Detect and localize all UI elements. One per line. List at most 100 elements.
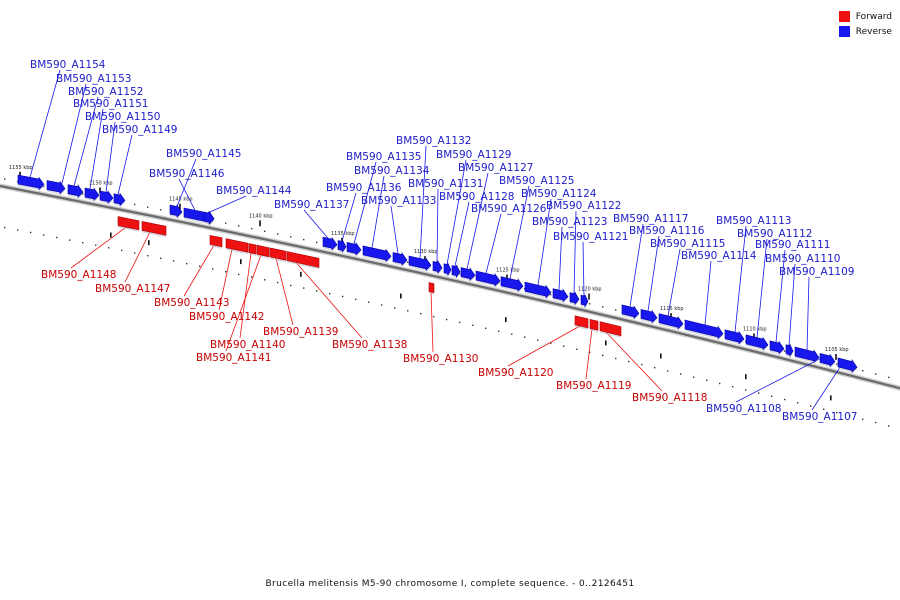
legend-label-forward: Forward	[855, 11, 892, 22]
gene-arrow-bm590-a1137[interactable]	[322, 236, 338, 251]
leader-bm590-a1124	[537, 198, 552, 286]
gene-arrow-bm590-a1140[interactable]	[248, 243, 257, 255]
gene-arrow-bm590-a1143[interactable]	[209, 235, 223, 248]
gene-label-bm590-a1115: BM590_A1115	[650, 238, 725, 250]
gene-arrow-bm590-a1110[interactable]	[785, 344, 794, 358]
kbp-label: 1125 kbp	[496, 268, 520, 274]
kbp-label: 1145 kbp	[169, 197, 193, 203]
leader-bm590-a1136	[341, 192, 357, 242]
leader-bm590-a1140	[239, 252, 252, 339]
gene-arrow-bm590-a1132[interactable]	[408, 255, 432, 272]
gene-arrow-bm590-a1128[interactable]	[451, 264, 461, 279]
guide-tick	[745, 374, 747, 380]
leader-bm590-a1109	[806, 276, 810, 351]
gene-arrow-bm590-a1121[interactable]	[580, 294, 589, 308]
gene-arrow-bm590-a1120[interactable]	[574, 315, 589, 329]
legend-label-reverse: Reverse	[855, 26, 892, 37]
gene-arrow-bm590-a1126[interactable]	[475, 270, 501, 287]
gene-arrow-bm590-a1113[interactable]	[724, 329, 745, 345]
gene-arrow-bm590-a1145[interactable]	[169, 204, 183, 218]
gene-arrow-bm590-a1109[interactable]	[794, 346, 820, 363]
kbp-label: 1155 kbp	[9, 165, 33, 171]
gene-arrow-bm590-a1150[interactable]	[99, 190, 114, 204]
leader-bm590-a1148	[70, 226, 127, 269]
kbp-label: 1140 kbp	[249, 213, 273, 219]
gene-arrow-bm590-a1144[interactable]	[203, 210, 215, 225]
gene-arrow-bm590-a1123[interactable]	[552, 288, 569, 303]
leader-bm590-a1150	[105, 121, 116, 193]
leader-bm590-a1125	[509, 185, 530, 279]
gene-arrow-bm590-a1115[interactable]	[658, 313, 684, 330]
gene-arrow-bm590-a1117[interactable]	[621, 304, 640, 320]
gene-arrow-bm590-a1129[interactable]	[443, 263, 452, 277]
gene-arrow-bm590-a1118[interactable]	[599, 321, 622, 337]
kbp-tick	[670, 313, 672, 320]
gene-arrow-bm590-a1139[interactable]	[269, 247, 287, 261]
gene-label-bm590-a1136: BM590_A1136	[326, 182, 402, 194]
gene-arrow-bm590-a1151[interactable]	[84, 187, 100, 202]
gene-arrow-bm590-a1133[interactable]	[392, 252, 408, 266]
gene-label-bm590-a1141: BM590_A1141	[196, 352, 271, 364]
leader-bm590-a1123	[558, 226, 563, 291]
gene-label-bm590-a1124: BM590_A1124	[521, 188, 597, 200]
gene-label-bm590-a1120: BM590_A1120	[478, 367, 553, 379]
leader-bm590-a1139	[275, 258, 294, 326]
leader-bm590-a1147	[124, 231, 151, 283]
gene-arrow-bm590-a1114[interactable]	[684, 319, 724, 340]
gene-arrow-bm590-a1135[interactable]	[346, 241, 362, 256]
gene-label-bm590-a1113: BM590_A1113	[716, 215, 791, 227]
leader-bm590-a1144	[207, 195, 247, 214]
gene-arrow-bm590-a1152[interactable]	[67, 184, 84, 198]
gene-label-bm590-a1152: BM590_A1152	[68, 86, 143, 98]
guide-tick	[300, 271, 302, 277]
gene-label-bm590-a1110: BM590_A1110	[765, 253, 840, 265]
gene-label-bm590-a1123: BM590_A1123	[532, 216, 607, 228]
leader-bm590-a1130	[430, 291, 434, 353]
gene-arrow-bm590-a1136[interactable]	[337, 239, 347, 253]
gene-arrow-bm590-a1148[interactable]	[117, 216, 140, 231]
gene-arrow-bm590-a1147[interactable]	[141, 221, 167, 236]
gene-arrow-bm590-a1131[interactable]	[432, 259, 443, 274]
gene-arrow-bm590-a1142[interactable]	[225, 238, 249, 253]
kbp-tick	[424, 256, 426, 263]
kbp-tick	[99, 187, 101, 194]
gene-arrow-bm590-a1141[interactable]	[256, 244, 270, 258]
gene-arrow-bm590-a1112[interactable]	[745, 334, 769, 351]
gene-arrow-bm590-a1111[interactable]	[769, 340, 785, 355]
gene-arrow-bm590-a1122[interactable]	[569, 291, 580, 306]
gene-label-bm590-a1127: BM590_A1127	[458, 162, 533, 174]
gene-arrow-bm590-a1107[interactable]	[837, 357, 858, 373]
gene-label-bm590-a1108: BM590_A1108	[706, 403, 781, 415]
gene-arrow-bm590-a1134[interactable]	[362, 245, 392, 263]
gene-label-bm590-a1135: BM590_A1135	[346, 151, 421, 163]
gene-arrow-bm590-a1154[interactable]	[17, 174, 45, 191]
kbp-label: 1130 kbp	[414, 249, 438, 255]
gene-arrow-bm590-a1125[interactable]	[500, 276, 524, 292]
guide-tick	[110, 232, 112, 238]
gene-arrow-bm590-a1130[interactable]	[428, 282, 435, 293]
gene-label-bm590-a1134: BM590_A1134	[354, 165, 430, 177]
gene-arrow-bm590-a1149[interactable]	[113, 192, 126, 207]
gene-arrow-bm590-a1108[interactable]	[819, 353, 836, 368]
gene-label-bm590-a1130: BM590_A1130	[403, 353, 478, 365]
leader-bm590-a1108	[735, 354, 828, 403]
kbp-tick	[506, 274, 508, 281]
guide-tick	[830, 395, 832, 401]
gene-label-bm590-a1128: BM590_A1128	[439, 191, 514, 203]
gene-arrow-bm590-a1124[interactable]	[524, 281, 552, 299]
gene-arrow-bm590-a1119[interactable]	[589, 319, 599, 331]
gene-arrow-bm590-a1127[interactable]	[460, 267, 476, 281]
gene-arrow-bm590-a1116[interactable]	[640, 309, 658, 324]
label-leader-lines	[29, 69, 846, 411]
gene-arrow-bm590-a1153[interactable]	[46, 180, 66, 195]
gene-arrow-bm590-a1138[interactable]	[286, 251, 320, 268]
leader-bm590-a1154	[29, 69, 61, 178]
leader-bm590-a1143	[183, 244, 215, 297]
leader-bm590-a1114	[704, 260, 712, 325]
backbone-line	[0, 184, 900, 390]
kbp-label: 1115 kbp	[660, 306, 684, 312]
leader-bm590-a1129	[446, 159, 467, 265]
kbp-tick	[259, 220, 261, 227]
kbp-tick	[588, 293, 590, 300]
